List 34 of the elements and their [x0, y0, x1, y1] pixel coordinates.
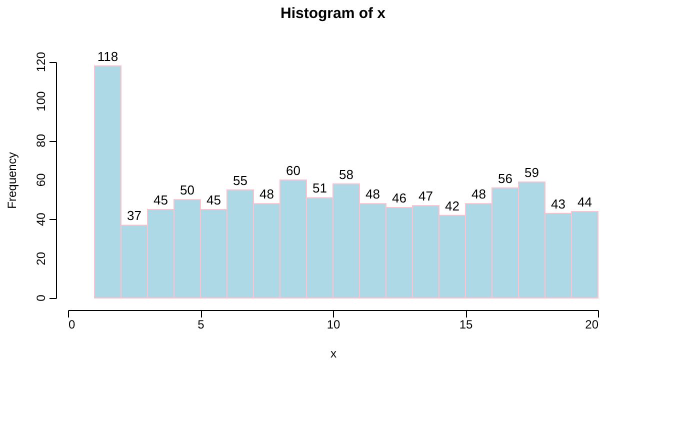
y-tick-label: 40: [34, 212, 48, 226]
y-tick-label: 80: [34, 134, 48, 148]
data-label: 59: [524, 164, 539, 180]
data-label: 48: [472, 186, 486, 202]
data-label: 43: [551, 196, 566, 212]
chart-title: Histogram of x: [280, 4, 386, 22]
data-label: 60: [286, 163, 300, 178]
data-label: 50: [180, 182, 194, 198]
x-tick-label: 20: [585, 318, 599, 332]
x-tick-label: 10: [326, 318, 340, 332]
data-label: 118: [97, 48, 118, 64]
data-label: 47: [418, 188, 433, 204]
y-tick-label: 60: [34, 173, 48, 187]
x-axis-title: x: [330, 346, 336, 360]
data-label: 37: [127, 208, 142, 224]
y-tick-label: 20: [34, 252, 48, 266]
data-label: 58: [339, 166, 354, 182]
data-label: 44: [578, 194, 592, 210]
x-tick-label: 5: [198, 318, 205, 332]
x-tick-label: 0: [68, 318, 76, 332]
data-label: 48: [366, 186, 380, 202]
data-label: 56: [498, 170, 512, 186]
data-label: 42: [445, 198, 460, 214]
y-tick-label: 100: [34, 91, 48, 112]
x-tick-label: 15: [459, 318, 473, 332]
data-label: 45: [154, 192, 168, 208]
data-label: 45: [206, 192, 221, 208]
data-label: 51: [312, 180, 327, 196]
y-tick-label: 0: [34, 294, 48, 302]
data-label: 48: [260, 186, 274, 202]
data-label: 55: [233, 172, 248, 188]
y-tick-label: 120: [34, 52, 48, 72]
data-label: 46: [392, 190, 406, 206]
y-axis-title: Frequency: [5, 152, 19, 209]
